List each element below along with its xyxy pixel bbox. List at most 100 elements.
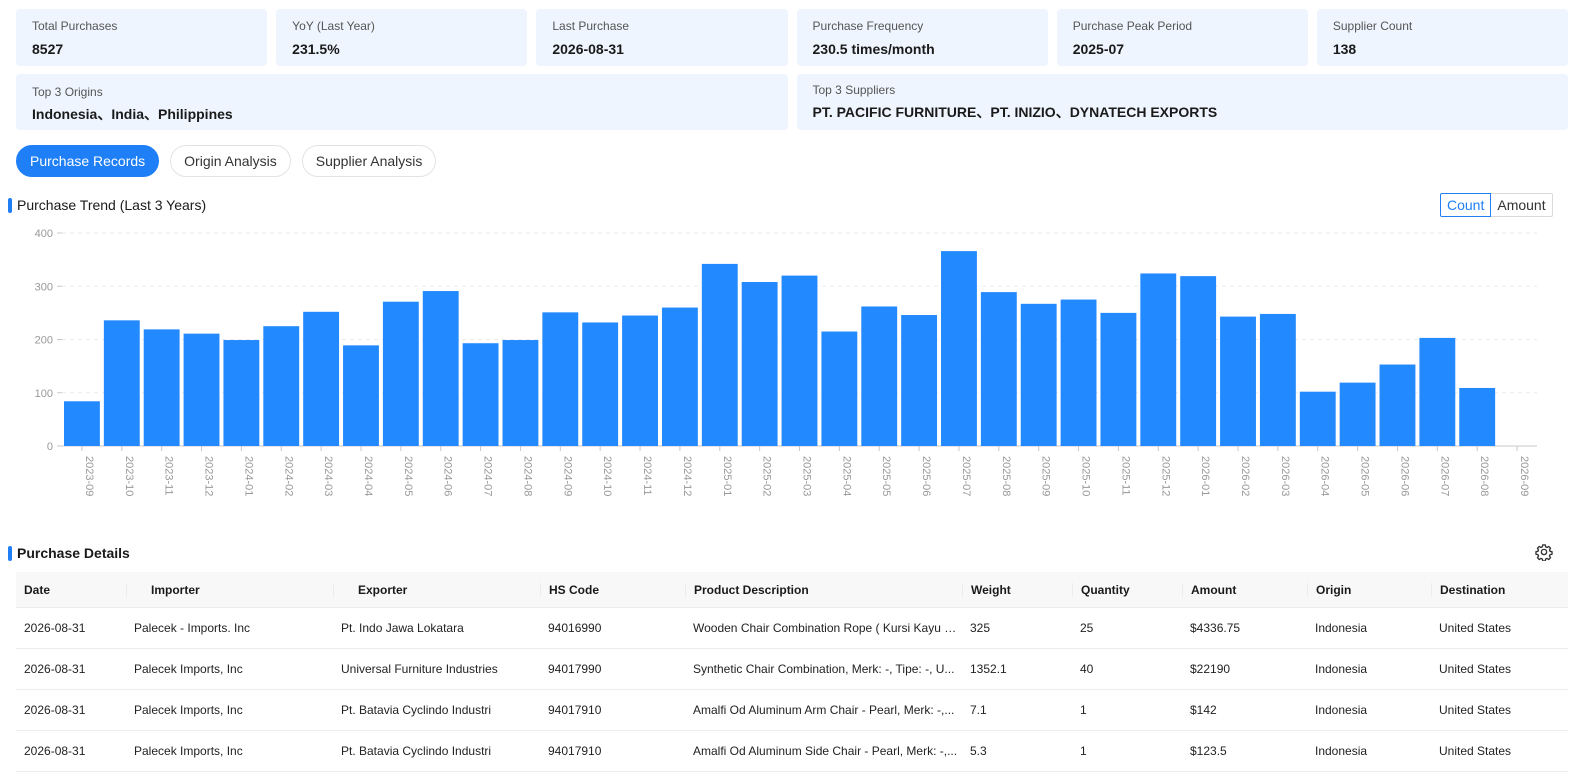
x-tick-label: 2025-08 — [1000, 456, 1012, 496]
column-header-origin[interactable]: Origin — [1307, 582, 1431, 597]
settings-gear-icon[interactable] — [1535, 543, 1553, 561]
bar-2026-02[interactable] — [1220, 316, 1256, 446]
purchase-details-table: Date Importer Exporter HS Code Product D… — [16, 572, 1568, 772]
bar-2024-12[interactable] — [661, 307, 698, 446]
bar-2023-12[interactable] — [183, 333, 220, 446]
bar-2025-06[interactable] — [901, 315, 938, 446]
bar-2025-08[interactable] — [980, 292, 1017, 446]
purchase-trend-chart: 0 100 200 300 400 2023-09 2023-10 2023-11 2023-1… — [35, 228, 1537, 496]
bar-2025-01[interactable] — [701, 263, 738, 446]
x-tick-label: 2024-06 — [442, 456, 454, 496]
bar-2024-02[interactable] — [263, 326, 300, 446]
x-tick-label: 2025-07 — [960, 456, 972, 496]
x-tick-label: 2025-10 — [1080, 456, 1092, 496]
bar-2023-10[interactable] — [103, 320, 140, 446]
column-header-destination[interactable]: Destination — [1431, 582, 1568, 597]
stat-value: 8527 — [32, 41, 64, 57]
x-tick-label: 2026-01 — [1199, 456, 1211, 496]
column-header-hs-code[interactable]: HS Code — [540, 582, 685, 597]
x-tick-label: 2024-12 — [681, 456, 693, 496]
column-header-date[interactable]: Date — [24, 582, 51, 597]
x-tick-label: 2025-05 — [880, 456, 892, 496]
x-tick-label: 2024-03 — [322, 456, 334, 496]
x-tick-label: 2025-04 — [840, 456, 852, 496]
cell-date: 2026-08-31 — [24, 744, 86, 758]
column-header-amount[interactable]: Amount — [1182, 582, 1307, 597]
x-tick-label: 2024-07 — [482, 456, 494, 496]
bar-2026-01[interactable] — [1180, 276, 1217, 446]
bar-2025-04[interactable] — [821, 331, 858, 446]
bar-2025-02[interactable] — [741, 281, 778, 446]
bar-2023-09[interactable] — [63, 401, 100, 446]
section-accent-bar — [8, 545, 12, 561]
bar-2024-11[interactable] — [622, 315, 658, 446]
bar-2025-11[interactable] — [1100, 312, 1137, 446]
column-header-weight[interactable]: Weight — [962, 582, 1072, 597]
cell-quantity: 40 — [1080, 662, 1094, 676]
bar-2025-05[interactable] — [861, 306, 898, 446]
bar-2024-03[interactable] — [303, 311, 340, 446]
stat-last-purchase: Last Purchase 2026-08-31 — [536, 9, 788, 66]
top-origins-value: Indonesia、India、Philippines — [32, 106, 233, 122]
column-header-quantity[interactable]: Quantity — [1072, 582, 1182, 597]
y-tick-label: 400 — [35, 228, 53, 240]
column-header-exporter[interactable]: Exporter — [333, 582, 540, 597]
bar-2024-01[interactable] — [223, 340, 260, 446]
x-tick-label: 2024-11 — [641, 456, 653, 496]
cell-amount: $22190 — [1190, 662, 1231, 676]
cell-date: 2026-08-31 — [24, 703, 86, 717]
tab-origin-analysis[interactable]: Origin Analysis — [170, 145, 291, 177]
table-row[interactable]: 2026-08-31 Palecek - Imports. Inc Pt. Indo… — [16, 608, 1568, 649]
toggle-amount-button[interactable]: Amount — [1491, 193, 1553, 217]
table-row[interactable]: 2026-08-31 Palecek Imports, Inc Pt. Batavi… — [16, 690, 1568, 731]
cell-exporter: Pt. Batavia Cyclindo Industri — [341, 744, 492, 758]
bar-2025-03[interactable] — [781, 275, 818, 446]
bar-2024-05[interactable] — [382, 301, 419, 446]
cell-date: 2026-08-31 — [24, 662, 86, 676]
bar-2024-04[interactable] — [343, 345, 379, 446]
x-tick-label: 2025-02 — [761, 456, 773, 496]
column-header-importer[interactable]: Importer — [126, 582, 333, 597]
table-row[interactable]: 2026-08-31 Palecek Imports, Inc Pt. Batavi… — [16, 731, 1568, 772]
bar-2025-12[interactable] — [1140, 273, 1177, 446]
tab-purchase-records[interactable]: Purchase Records — [16, 145, 160, 177]
bar-2024-08[interactable] — [502, 340, 539, 446]
column-header-product-description[interactable]: Product Description — [685, 582, 962, 597]
bar-2026-04[interactable] — [1299, 391, 1336, 446]
bar-2026-08[interactable] — [1459, 387, 1496, 446]
cell-quantity: 1 — [1080, 744, 1087, 758]
bar-2025-09[interactable] — [1020, 303, 1057, 446]
cell-exporter: Pt. Batavia Cyclindo Industri — [341, 703, 492, 717]
bar-2024-06[interactable] — [422, 291, 459, 446]
x-tick-label: 2023-11 — [163, 456, 175, 496]
details-section-title: Purchase Details — [8, 545, 130, 561]
table-header: Date Importer Exporter HS Code Product D… — [16, 572, 1568, 608]
table-row[interactable]: 2026-08-31 Palecek Imports, Inc Universal … — [16, 649, 1568, 690]
stat-peak-period: Purchase Peak Period 2025-07 — [1056, 9, 1308, 66]
bar-2026-03[interactable] — [1259, 313, 1296, 446]
stat-label: Last Purchase — [552, 19, 630, 33]
tab-supplier-analysis[interactable]: Supplier Analysis — [301, 145, 437, 177]
stat-value: 2026-08-31 — [552, 41, 624, 57]
tab-bar: Purchase Records Origin Analysis Supplie… — [16, 145, 437, 177]
toggle-count-button[interactable]: Count — [1440, 193, 1492, 217]
bar-2025-07[interactable] — [941, 251, 977, 446]
x-tick-label: 2024-02 — [282, 456, 294, 496]
bar-2024-07[interactable] — [462, 343, 499, 446]
bar-2026-05[interactable] — [1339, 382, 1376, 446]
cell-destination: United States — [1439, 744, 1512, 758]
x-tick-label: 2024-04 — [362, 456, 374, 496]
x-tick-label: 2026-05 — [1359, 456, 1371, 496]
bar-2026-06[interactable] — [1379, 364, 1416, 446]
bar-2025-10[interactable] — [1060, 299, 1097, 446]
bar-2024-10[interactable] — [582, 322, 619, 446]
bar-2026-07[interactable] — [1419, 337, 1456, 446]
cell-destination: United States — [1439, 662, 1512, 676]
bar-2023-11[interactable] — [143, 329, 180, 446]
bar-2024-09[interactable] — [542, 312, 579, 446]
trend-title: Purchase Trend (Last 3 Years) — [17, 197, 207, 213]
cell-importer: Palecek Imports, Inc — [134, 703, 243, 717]
stat-label: Purchase Peak Period — [1072, 19, 1193, 33]
top-origins-label: Top 3 Origins — [32, 85, 103, 99]
top-suppliers-label: Top 3 Suppliers — [812, 83, 896, 97]
